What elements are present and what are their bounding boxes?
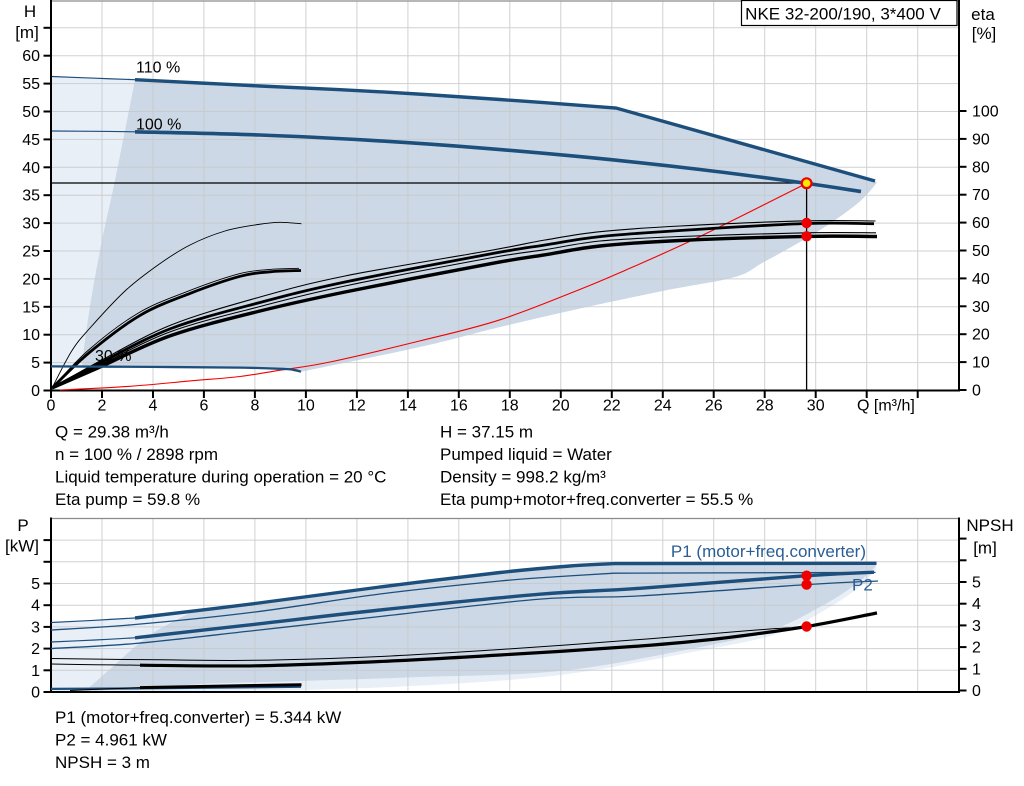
svg-text:30 %: 30 % bbox=[95, 348, 131, 365]
svg-text:Q = 29.38 m³/h: Q = 29.38 m³/h bbox=[55, 423, 169, 442]
svg-text:eta: eta bbox=[971, 5, 995, 24]
svg-text:8: 8 bbox=[250, 398, 259, 415]
svg-text:45: 45 bbox=[22, 132, 40, 149]
svg-text:22: 22 bbox=[603, 398, 621, 415]
svg-text:50: 50 bbox=[22, 104, 40, 121]
svg-text:10: 10 bbox=[22, 327, 40, 344]
svg-text:12: 12 bbox=[348, 398, 366, 415]
svg-text:18: 18 bbox=[501, 398, 519, 415]
svg-text:30: 30 bbox=[807, 398, 825, 415]
svg-text:2: 2 bbox=[31, 641, 40, 658]
svg-text:60: 60 bbox=[22, 48, 40, 65]
svg-text:NPSH = 3 m: NPSH = 3 m bbox=[55, 753, 150, 772]
svg-text:55: 55 bbox=[22, 76, 40, 93]
svg-text:Pumped liquid = Water: Pumped liquid = Water bbox=[440, 445, 612, 464]
svg-text:Q [m³/h]: Q [m³/h] bbox=[857, 398, 915, 415]
svg-text:0: 0 bbox=[47, 398, 56, 415]
svg-text:26: 26 bbox=[705, 398, 723, 415]
svg-text:10: 10 bbox=[297, 398, 315, 415]
svg-text:30: 30 bbox=[22, 216, 40, 233]
svg-text:16: 16 bbox=[450, 398, 468, 415]
svg-text:0: 0 bbox=[972, 383, 981, 400]
svg-text:Eta pump+motor+freq.converter: Eta pump+motor+freq.converter = 55.5 % bbox=[440, 490, 753, 509]
svg-text:35: 35 bbox=[22, 188, 40, 205]
svg-text:5: 5 bbox=[972, 575, 981, 592]
svg-text:P1 (motor+freq.converter) = 5.: P1 (motor+freq.converter) = 5.344 kW bbox=[55, 708, 341, 727]
svg-text:20: 20 bbox=[972, 327, 990, 344]
svg-text:20: 20 bbox=[552, 398, 570, 415]
svg-text:3: 3 bbox=[972, 618, 981, 635]
svg-text:50: 50 bbox=[972, 243, 990, 260]
svg-text:40: 40 bbox=[22, 160, 40, 177]
svg-text:2: 2 bbox=[972, 640, 981, 657]
svg-text:4: 4 bbox=[972, 596, 981, 613]
svg-text:Eta pump = 59.8 %: Eta pump = 59.8 % bbox=[55, 490, 200, 509]
svg-text:[%]: [%] bbox=[972, 24, 997, 43]
svg-text:[m]: [m] bbox=[15, 23, 39, 42]
svg-text:P1 (motor+freq.converter): P1 (motor+freq.converter) bbox=[671, 542, 866, 561]
svg-text:P2: P2 bbox=[852, 576, 873, 595]
svg-text:5: 5 bbox=[31, 576, 40, 593]
svg-text:110 %: 110 % bbox=[136, 60, 180, 77]
svg-text:1: 1 bbox=[972, 661, 981, 678]
svg-text:25: 25 bbox=[22, 244, 40, 261]
svg-text:4: 4 bbox=[31, 598, 40, 615]
svg-text:NPSH: NPSH bbox=[966, 516, 1013, 535]
svg-text:P: P bbox=[17, 516, 28, 535]
svg-text:0: 0 bbox=[31, 685, 40, 702]
svg-text:1: 1 bbox=[31, 663, 40, 680]
svg-text:40: 40 bbox=[972, 271, 990, 288]
svg-text:[kW]: [kW] bbox=[5, 537, 39, 556]
svg-text:70: 70 bbox=[972, 187, 990, 204]
svg-text:28: 28 bbox=[756, 398, 774, 415]
svg-text:2: 2 bbox=[98, 398, 107, 415]
svg-text:30: 30 bbox=[972, 299, 990, 316]
svg-text:P2 = 4.961 kW: P2 = 4.961 kW bbox=[55, 731, 167, 750]
svg-text:Liquid temperature during oper: Liquid temperature during operation = 20… bbox=[55, 468, 386, 487]
svg-text:24: 24 bbox=[654, 398, 672, 415]
svg-text:100: 100 bbox=[972, 104, 999, 121]
svg-text:n = 100 % / 2898 rpm: n = 100 % / 2898 rpm bbox=[55, 445, 218, 464]
svg-text:90: 90 bbox=[972, 131, 990, 148]
svg-text:0: 0 bbox=[31, 383, 40, 400]
svg-text:100 %: 100 % bbox=[136, 117, 181, 134]
svg-text:NKE 32-200/190, 3*400 V: NKE 32-200/190, 3*400 V bbox=[745, 5, 941, 24]
svg-text:H = 37.15 m: H = 37.15 m bbox=[440, 423, 533, 442]
svg-text:3: 3 bbox=[31, 619, 40, 636]
svg-text:0: 0 bbox=[972, 683, 981, 700]
svg-text:H: H bbox=[24, 2, 36, 21]
svg-text:[m]: [m] bbox=[973, 539, 997, 558]
svg-text:4: 4 bbox=[149, 398, 158, 415]
svg-text:80: 80 bbox=[972, 159, 990, 176]
svg-text:Density = 998.2 kg/m³: Density = 998.2 kg/m³ bbox=[440, 468, 606, 487]
svg-text:6: 6 bbox=[199, 398, 208, 415]
svg-text:10: 10 bbox=[972, 355, 990, 372]
svg-text:60: 60 bbox=[972, 215, 990, 232]
svg-text:20: 20 bbox=[22, 271, 40, 288]
svg-text:15: 15 bbox=[22, 299, 40, 316]
svg-text:14: 14 bbox=[399, 398, 417, 415]
svg-text:5: 5 bbox=[31, 355, 40, 372]
